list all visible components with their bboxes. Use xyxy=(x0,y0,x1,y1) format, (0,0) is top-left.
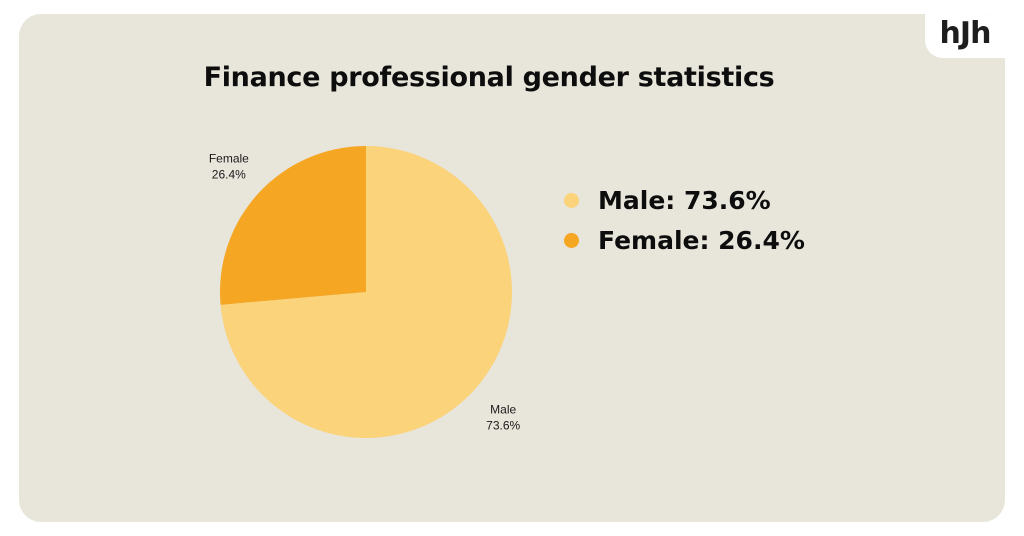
pie-label-male: Male 73.6% xyxy=(486,403,520,433)
pie-label-category: Male xyxy=(490,403,516,417)
pie-slice-male xyxy=(220,146,512,438)
brand-logo-text: hJh xyxy=(939,16,992,51)
chart-legend: Male: 73.6% Female: 26.4% xyxy=(564,180,805,260)
pie-label-category: Female xyxy=(209,151,249,165)
chart-card: hJh Finance professional gender statisti… xyxy=(19,14,1005,522)
brand-logo: hJh xyxy=(925,14,1005,58)
legend-item-male: Male: 73.6% xyxy=(564,180,805,220)
legend-swatch xyxy=(564,192,579,208)
legend-label: Female: 26.4% xyxy=(598,225,805,255)
pie-label-female: Female 26.4% xyxy=(209,151,249,181)
chart-title: Finance professional gender statistics xyxy=(203,62,775,93)
pie-slice-female xyxy=(220,146,366,305)
legend-label: Male: 73.6% xyxy=(598,185,771,215)
legend-swatch xyxy=(564,232,579,248)
legend-item-female: Female: 26.4% xyxy=(564,220,805,260)
pie-label-value: 73.6% xyxy=(486,419,520,433)
pie-label-value: 26.4% xyxy=(212,167,246,181)
pie-chart: Male 73.6% Female 26.4% xyxy=(209,146,521,438)
